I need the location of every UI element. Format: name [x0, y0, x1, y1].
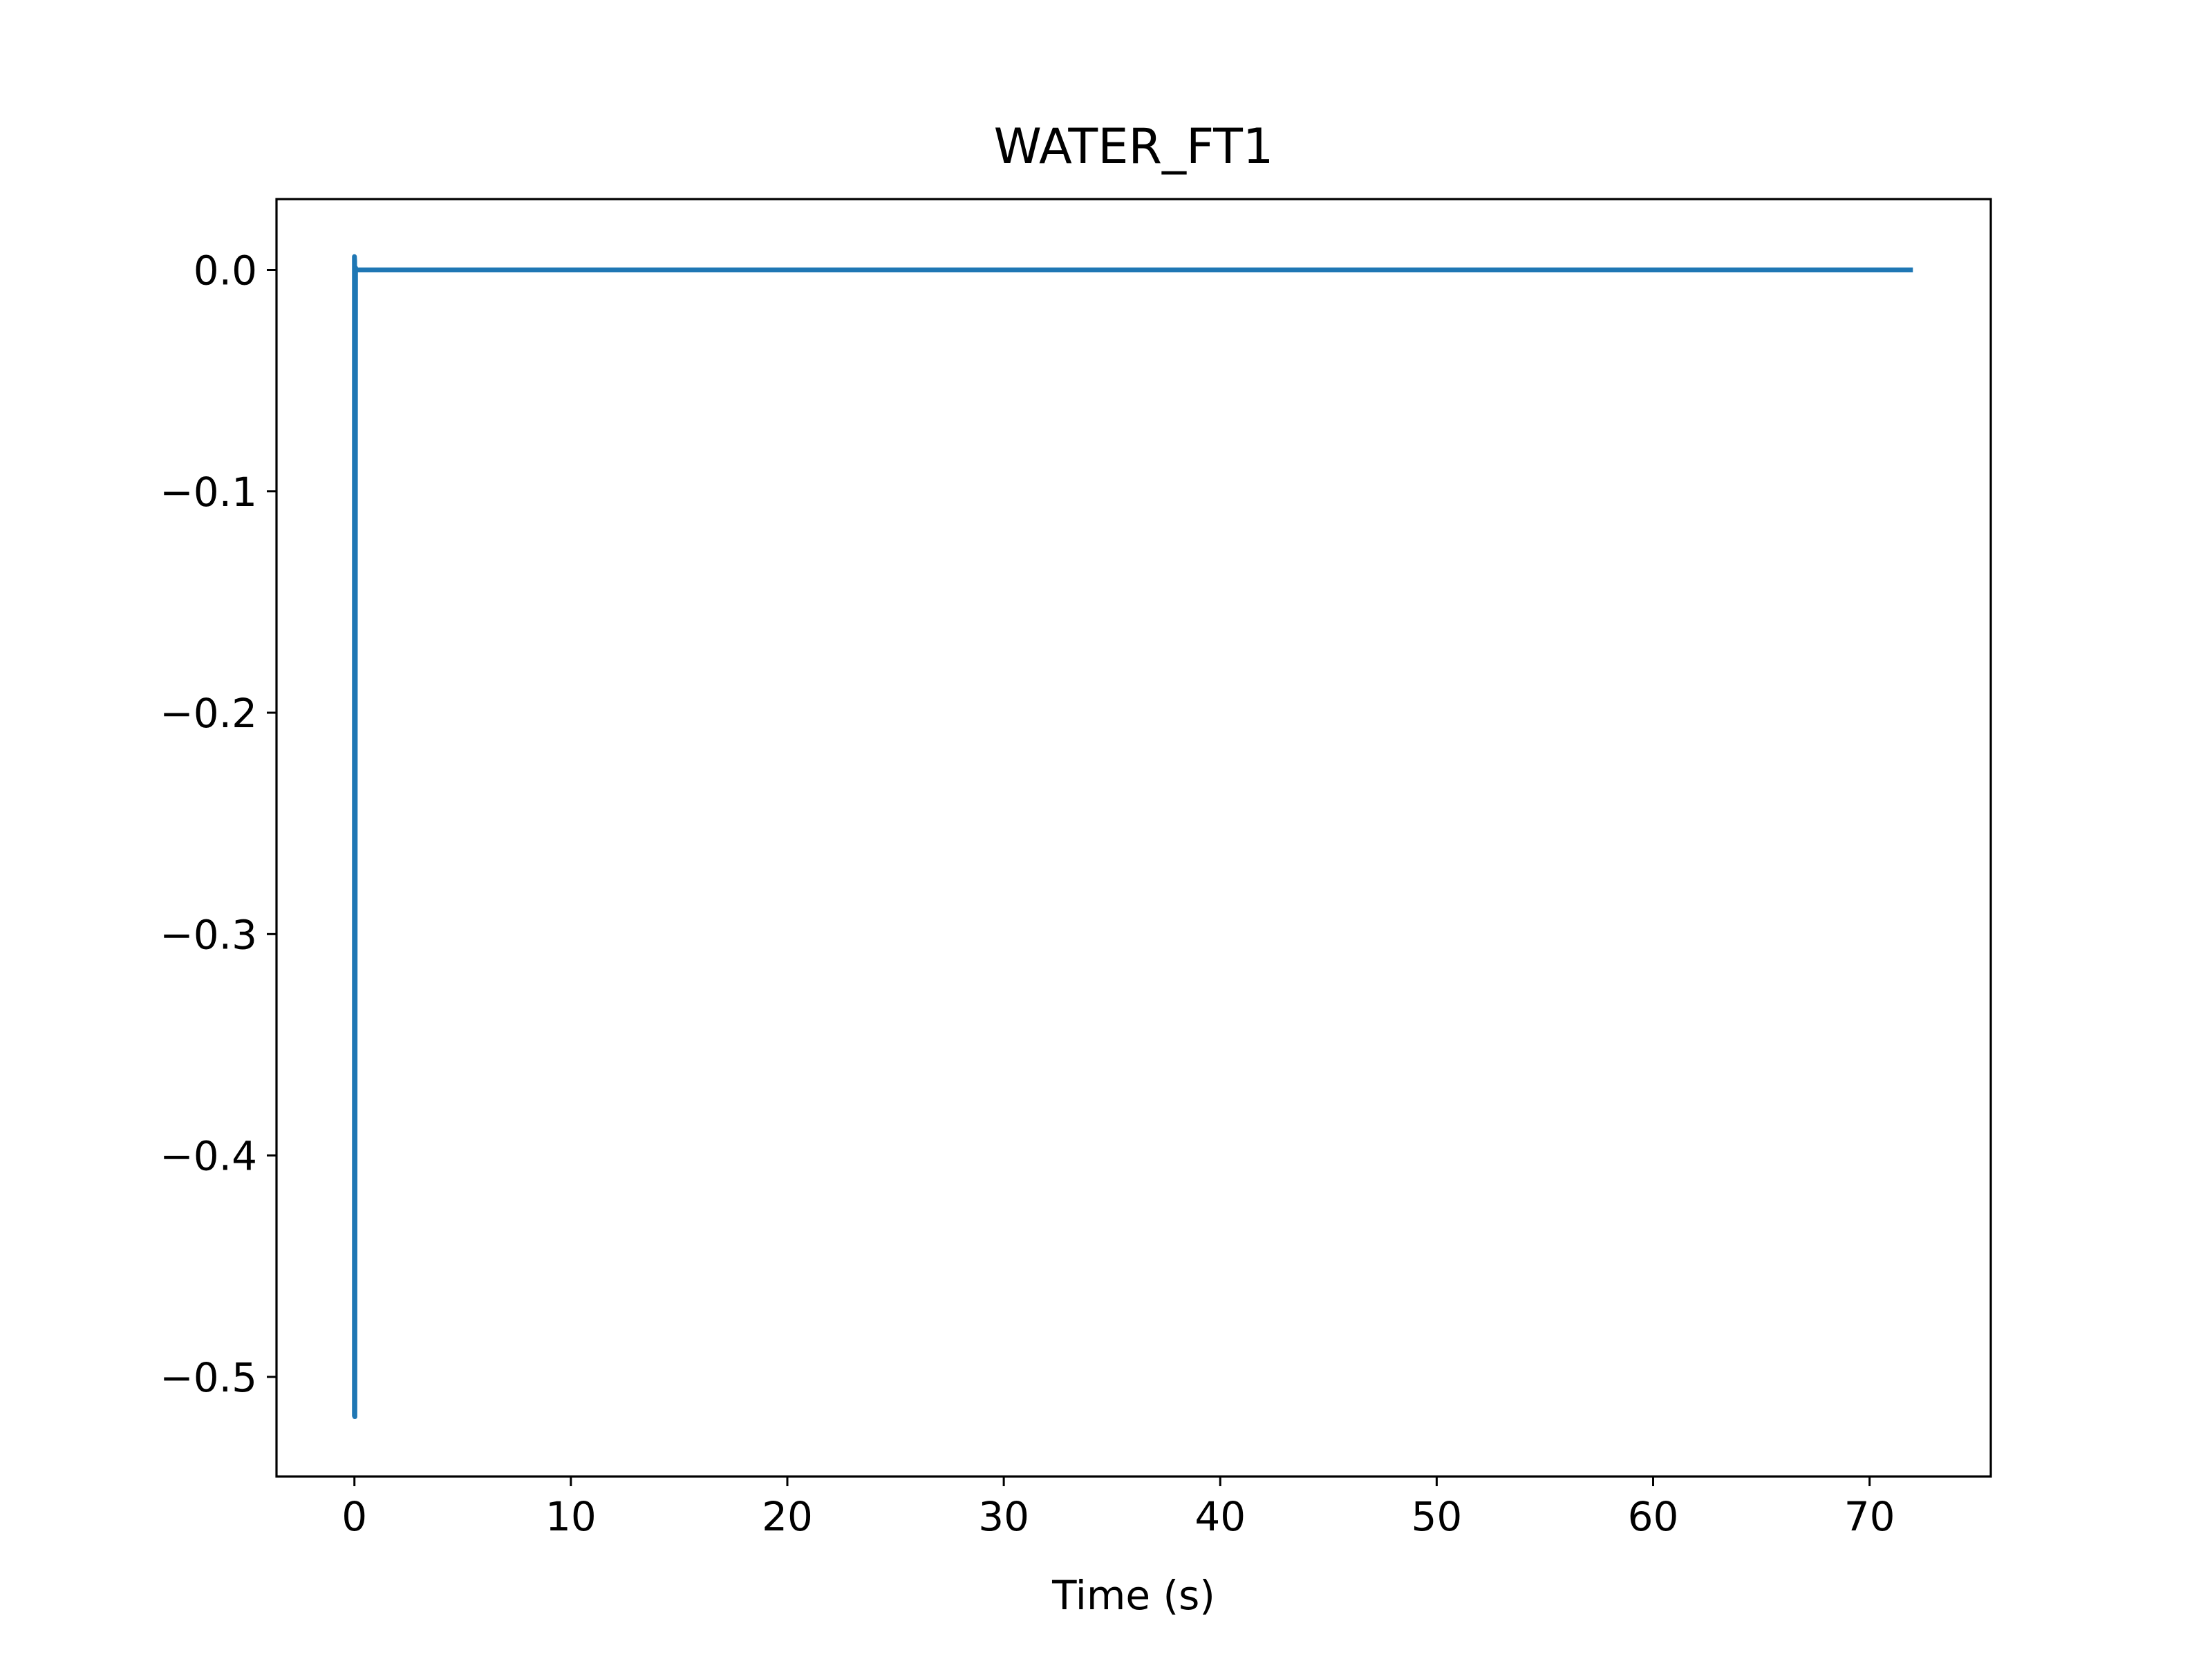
- series-line-0: [352, 254, 1913, 1420]
- y-tick-label: −0.3: [160, 911, 257, 958]
- x-tick-label: 20: [762, 1493, 813, 1540]
- x-axis: 0 10 20 30 40 50 60 70: [341, 1477, 1895, 1540]
- x-axis-title: Time (s): [1051, 1572, 1215, 1619]
- x-tick-label: 40: [1194, 1493, 1246, 1540]
- y-tick-label: −0.2: [160, 690, 257, 737]
- y-tick-label: −0.1: [160, 469, 257, 516]
- y-tick-label: 0.0: [194, 247, 257, 294]
- x-tick-label: 60: [1628, 1493, 1679, 1540]
- y-axis: 0.0 −0.1 −0.2 −0.3 −0.4 −0.5: [160, 247, 276, 1401]
- y-tick-label: −0.5: [160, 1354, 257, 1401]
- x-tick-label: 0: [341, 1493, 367, 1540]
- axes-background: [276, 199, 1991, 1477]
- axes-frame: [275, 198, 1992, 1478]
- chart-title: WATER_FT1: [994, 118, 1274, 175]
- series-layer: [352, 254, 1913, 1420]
- x-tick-label: 10: [545, 1493, 597, 1540]
- y-tick-label: −0.4: [160, 1133, 257, 1180]
- x-tick-label: 50: [1411, 1493, 1462, 1540]
- x-tick-label: 30: [978, 1493, 1029, 1540]
- x-tick-label: 70: [1844, 1493, 1895, 1540]
- plot-area: [275, 198, 1992, 1478]
